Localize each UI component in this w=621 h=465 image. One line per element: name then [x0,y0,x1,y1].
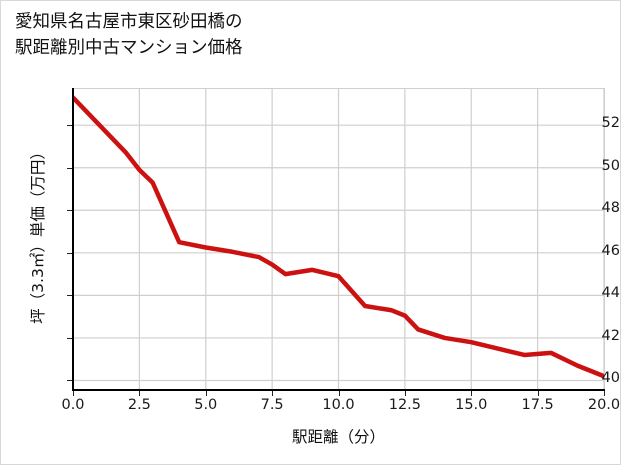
y-tick-label: 40 [601,370,620,387]
x-tick-mark [73,391,74,396]
x-tick-mark [338,391,340,396]
line-chart-svg [73,89,604,389]
y-tick-label: 48 [601,200,620,217]
x-tick-mark [604,391,605,396]
y-axis-label: 坪（3.3㎡）単価（万円） [29,144,47,324]
y-tick-mark [67,337,72,339]
y-tick-label: 42 [601,327,620,344]
plot-spine-bottom [72,389,605,391]
x-tick-label: 17.5 [521,397,554,413]
x-tick-label: 10.0 [322,397,355,413]
plot-spine-top [73,88,604,89]
x-tick-mark [537,391,539,396]
y-tick-mark [67,295,72,297]
x-tick-label: 15.0 [455,397,488,413]
y-tick-label: 52 [601,115,620,132]
y-tick-label: 44 [601,285,620,302]
y-tick-mark [67,252,72,254]
x-tick-label: 5.0 [194,397,218,413]
page-title: 愛知県名古屋市東区砂田橋の 駅距離別中古マンション価格 [15,12,243,58]
x-tick-label: 2.5 [127,397,151,413]
y-tick-mark [67,125,72,127]
y-tick-mark [67,210,72,212]
y-tick-label: 46 [601,242,620,259]
plot-spine-left [72,88,74,391]
x-tick-mark [404,391,406,396]
y-tick-mark [67,380,72,382]
x-tick-label: 20.0 [587,397,621,413]
x-tick-mark [471,391,473,396]
x-axis-label: 駅距離（分） [291,428,385,446]
plot-spine-right [604,88,605,390]
x-tick-mark [272,391,274,396]
y-tick-label: 50 [601,157,620,174]
x-tick-label: 0.0 [61,397,85,413]
y-tick-mark [67,167,72,169]
x-gridlines [73,89,604,389]
x-tick-label: 12.5 [388,397,422,413]
x-tick-label: 7.5 [260,397,284,413]
x-tick-mark [139,391,141,396]
x-tick-mark [205,391,207,396]
data-line-series [73,95,604,379]
plot-area [73,89,604,389]
